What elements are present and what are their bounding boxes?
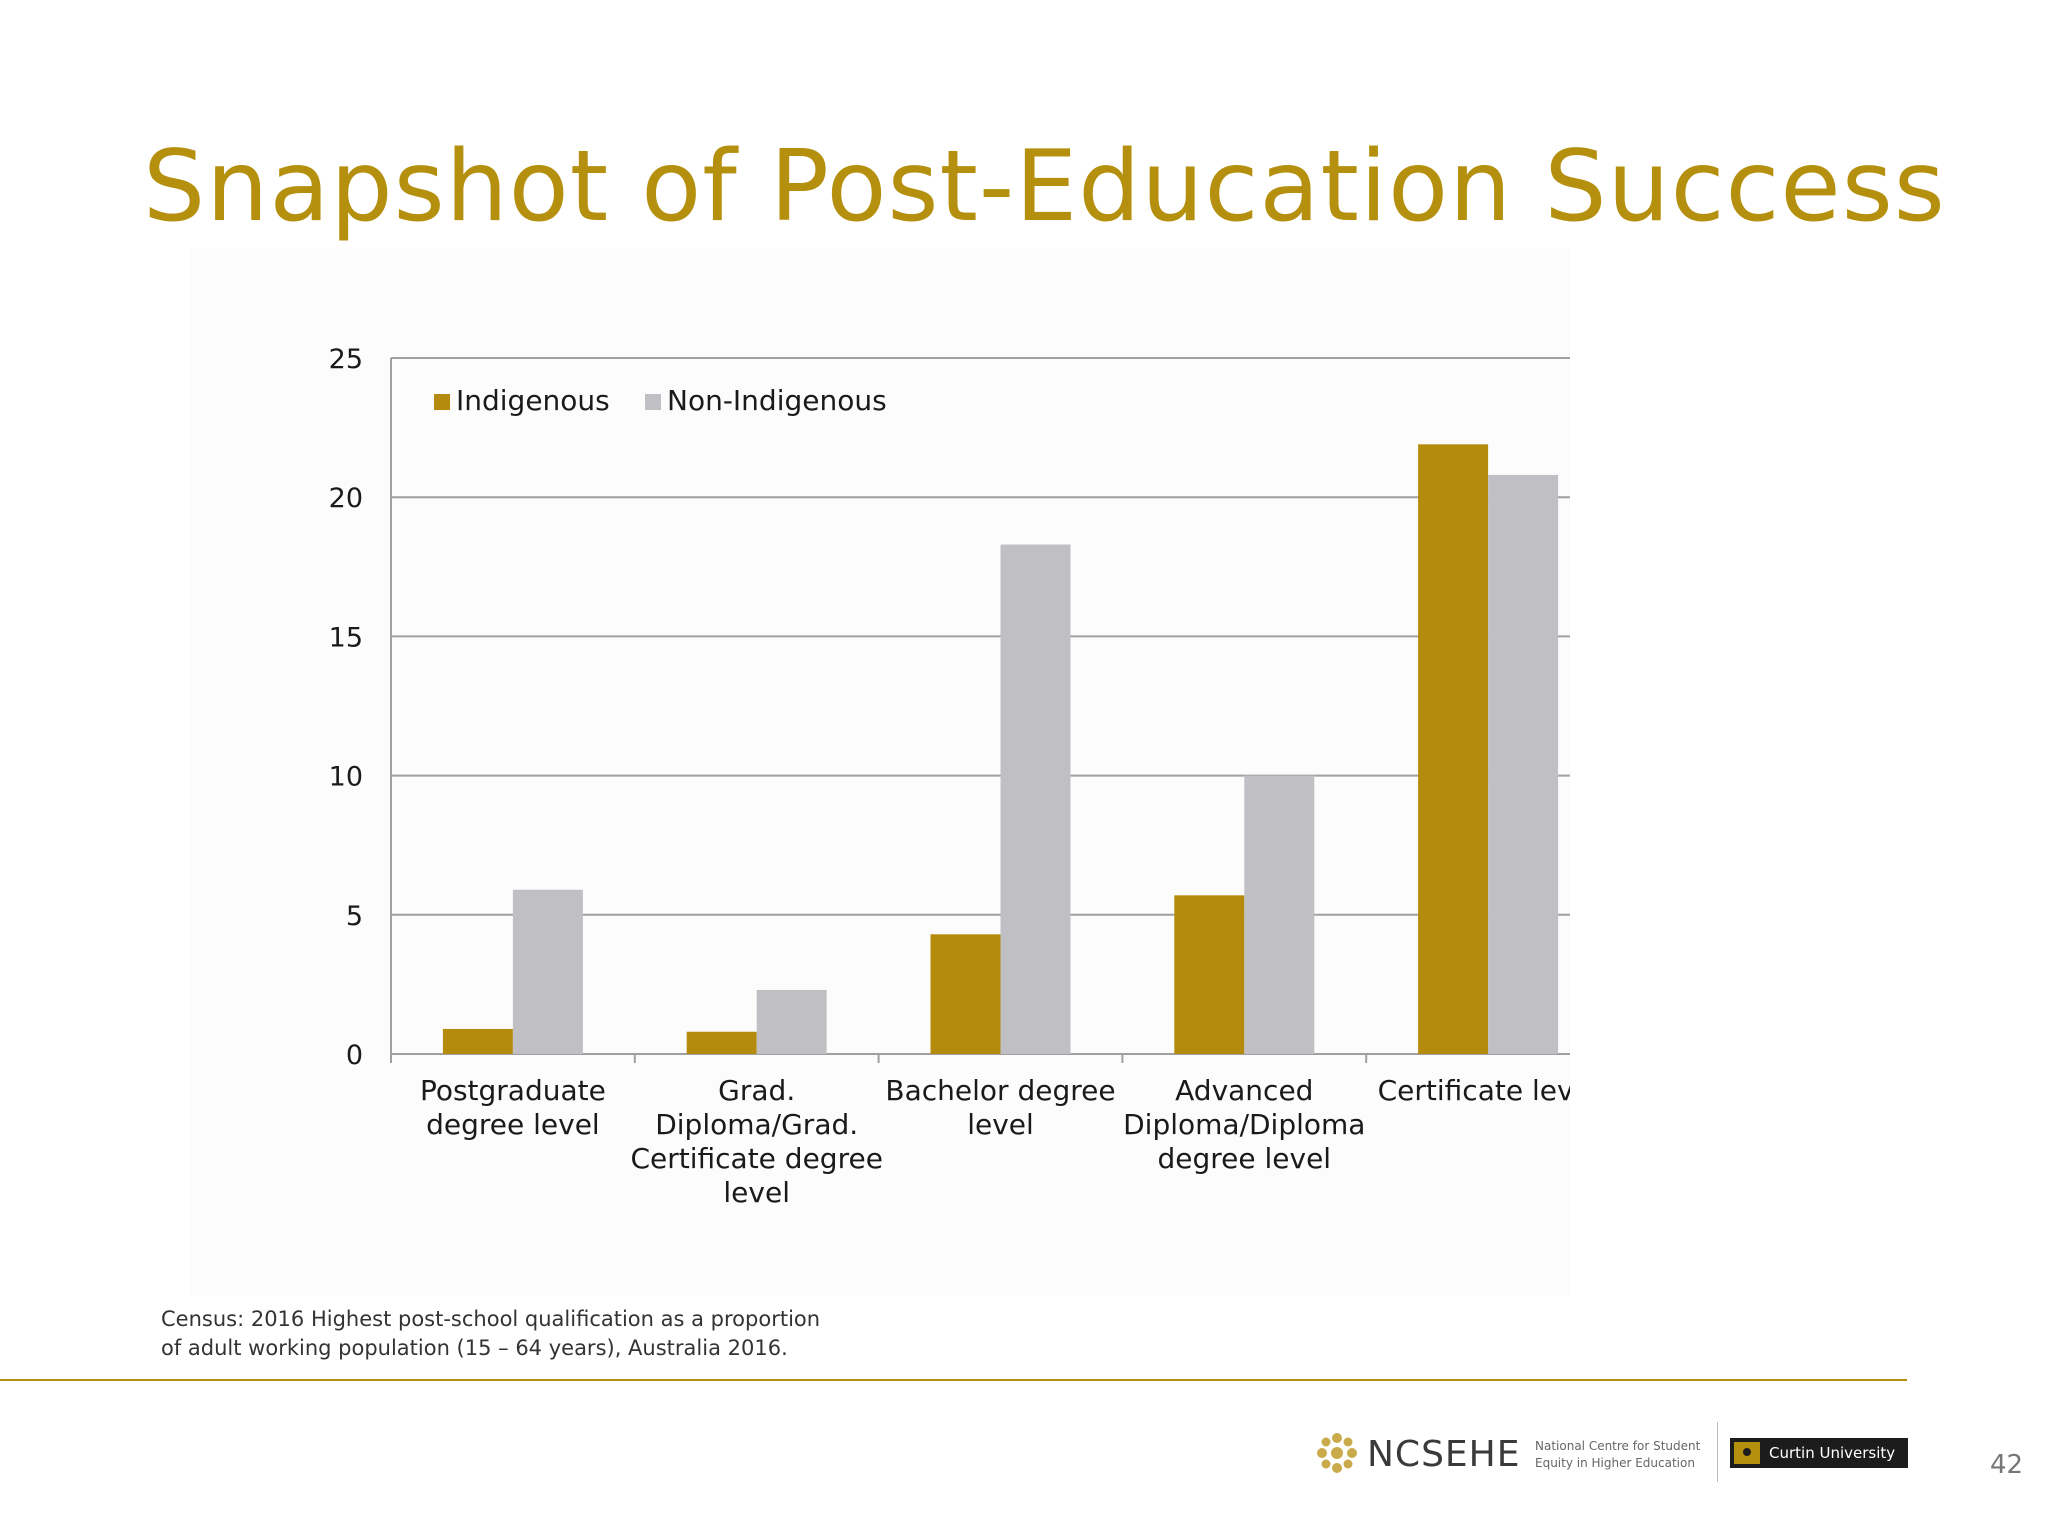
bar-indigenous-4 xyxy=(1174,895,1245,1054)
ncsehe-logo-icon xyxy=(1317,1433,1357,1473)
slide-title: Snapshot of Post-Education Success xyxy=(143,130,1946,244)
ncsehe-tagline-line-1: National Centre for Student xyxy=(1535,1439,1701,1453)
x-category-label: Certificate level xyxy=(1378,1074,1570,1107)
x-category-label: Bachelor degree xyxy=(885,1074,1115,1107)
y-tick-label: 5 xyxy=(346,901,363,932)
bar-non-indigenous-3 xyxy=(1000,544,1071,1054)
ncsehe-tagline-line-2: Equity in Higher Education xyxy=(1535,1456,1695,1470)
bar-non-indigenous-4 xyxy=(1244,775,1315,1054)
x-category-label: Advanced xyxy=(1175,1074,1313,1107)
logo-divider xyxy=(1717,1422,1718,1482)
x-category-label: degree level xyxy=(1157,1142,1331,1175)
curtin-university-name: Curtin University xyxy=(1769,1444,1896,1462)
source-note-line-2: of adult working population (15 – 64 yea… xyxy=(161,1336,788,1360)
y-tick-label: 15 xyxy=(329,622,363,653)
y-tick-label: 0 xyxy=(346,1040,363,1071)
source-note: Census: 2016 Highest post-school qualifi… xyxy=(161,1305,820,1363)
y-tick-label: 20 xyxy=(329,483,363,514)
ncsehe-tagline: National Centre for Student Equity in Hi… xyxy=(1535,1438,1700,1472)
y-tick-label: 25 xyxy=(329,344,363,375)
bar-non-indigenous-5 xyxy=(1488,474,1559,1054)
x-category-label: Diploma/Diploma xyxy=(1123,1108,1365,1141)
bar-indigenous-2 xyxy=(686,1031,757,1054)
x-category-label: level xyxy=(967,1108,1034,1141)
bar-indigenous-3 xyxy=(930,934,1001,1054)
x-category-label: degree level xyxy=(426,1108,600,1141)
bar-non-indigenous-1 xyxy=(512,889,583,1054)
footer-rule xyxy=(0,1379,1907,1381)
x-category-label: Certificate degree xyxy=(630,1142,882,1175)
legend-swatch xyxy=(434,394,450,410)
legend-label: Non-Indigenous xyxy=(667,384,887,417)
chart-panel: 0 5 10 15 20 25 Postgraduate degree level Grad. D… xyxy=(190,248,1570,1296)
y-tick-label: 10 xyxy=(329,762,363,793)
curtin-university-logo: Curtin University xyxy=(1730,1438,1908,1468)
bar-indigenous-5 xyxy=(1418,444,1489,1054)
x-category-label: Grad. xyxy=(718,1074,795,1107)
x-category-label: level xyxy=(723,1176,790,1209)
x-category-label: Diploma/Grad. xyxy=(655,1108,858,1141)
bar-non-indigenous-2 xyxy=(756,989,827,1054)
legend-label: Indigenous xyxy=(456,384,610,417)
legend-swatch xyxy=(645,394,661,410)
page-number: 42 xyxy=(1990,1450,2024,1480)
bar-indigenous-1 xyxy=(442,1028,513,1054)
ncsehe-name: NCSEHE xyxy=(1367,1434,1521,1475)
curtin-mark-icon xyxy=(1734,1442,1760,1464)
source-note-line-1: Census: 2016 Highest post-school qualifi… xyxy=(161,1307,821,1331)
x-category-label: Postgraduate xyxy=(420,1074,606,1107)
